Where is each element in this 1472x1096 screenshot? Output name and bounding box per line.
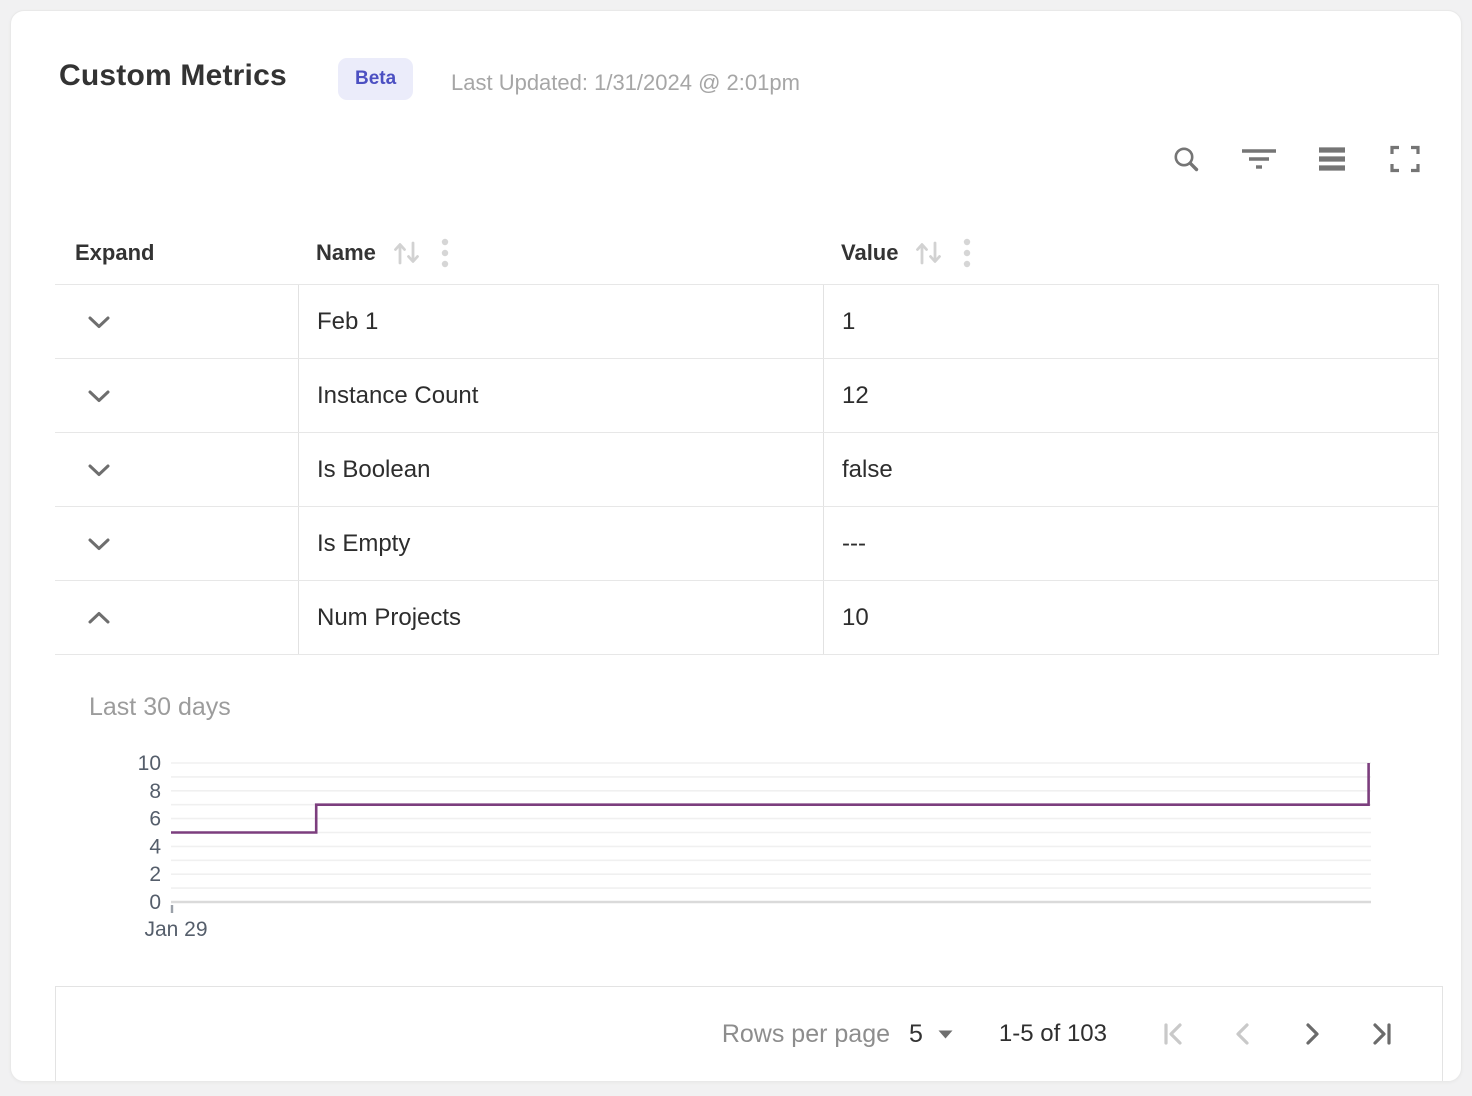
table-toolbar (1169, 142, 1422, 176)
metrics-table: Expand Name Value (55, 221, 1439, 655)
name-cell: Is Empty (298, 507, 823, 580)
table-row[interactable]: Num Projects 10 (55, 581, 1439, 655)
page-title: Custom Metrics (59, 59, 287, 92)
chevron-down-icon[interactable] (86, 383, 112, 409)
table-row[interactable]: Feb 1 1 (55, 285, 1439, 359)
column-header-value-label: Value (841, 239, 899, 265)
step-line-chart: 0 2 4 6 8 10 Jan 29 (138, 752, 1371, 941)
metric-value: 12 (842, 381, 869, 409)
metric-value: 10 (842, 603, 869, 631)
metric-sparkline-chart: 0 2 4 6 8 10 Jan 29 (123, 751, 1383, 946)
beta-badge: Beta (338, 58, 414, 100)
metric-value: --- (842, 529, 866, 557)
table-body: Feb 1 1 Instance Count 12 (55, 284, 1439, 655)
metric-name: Is Boolean (317, 455, 431, 483)
expand-cell (55, 285, 298, 358)
svg-text:4: 4 (149, 835, 161, 858)
value-cell: 1 (823, 285, 1439, 358)
column-header-name[interactable]: Name (298, 237, 823, 269)
rows-per-page-label: Rows per page (721, 1019, 890, 1048)
chevron-down-icon[interactable] (86, 309, 112, 335)
table-row[interactable]: Is Empty --- (55, 507, 1439, 581)
metric-name: Instance Count (317, 381, 479, 409)
custom-metrics-card: Custom Metrics Beta Last Updated: 1/31/2… (10, 10, 1462, 1082)
column-menu-icon[interactable] (440, 237, 450, 269)
next-page-icon[interactable] (1297, 1019, 1327, 1049)
svg-text:2: 2 (149, 863, 161, 886)
chart-title: Last 30 days (89, 693, 231, 721)
expand-cell (55, 433, 298, 506)
table-header-row: Expand Name Value (55, 221, 1439, 284)
pagination-footer: Rows per page 5 1-5 of 103 (55, 986, 1443, 1081)
svg-text:8: 8 (149, 780, 161, 803)
filter-icon[interactable] (1242, 142, 1276, 176)
pager-controls (1159, 1019, 1396, 1049)
metric-name: Is Empty (317, 529, 411, 557)
table-row[interactable]: Instance Count 12 (55, 359, 1439, 433)
chevron-down-icon[interactable] (86, 457, 112, 483)
value-cell: 12 (823, 359, 1439, 432)
last-page-icon[interactable] (1366, 1019, 1396, 1049)
previous-page-icon[interactable] (1228, 1019, 1258, 1049)
sort-icon[interactable] (913, 239, 945, 267)
metric-value: 1 (842, 307, 856, 335)
svg-text:6: 6 (149, 808, 161, 831)
rows-per-page-value: 5 (909, 1019, 923, 1048)
fullscreen-icon[interactable] (1388, 142, 1422, 176)
metric-value: false (842, 455, 893, 483)
search-icon[interactable] (1169, 142, 1203, 176)
chevron-down-icon[interactable] (86, 531, 112, 557)
caret-down-icon (938, 1030, 953, 1038)
name-cell: Instance Count (298, 359, 823, 432)
metric-name: Feb 1 (317, 307, 379, 335)
value-cell: 10 (823, 581, 1439, 654)
page-range-label: 1-5 of 103 (998, 1020, 1107, 1047)
sort-icon[interactable] (391, 239, 423, 267)
density-icon[interactable] (1315, 142, 1349, 176)
chevron-up-icon[interactable] (86, 605, 112, 631)
column-header-name-label: Name (316, 239, 376, 265)
table-row[interactable]: Is Boolean false (55, 433, 1439, 507)
value-cell: --- (823, 507, 1439, 580)
column-header-expand-label: Expand (75, 239, 155, 265)
column-menu-icon[interactable] (962, 237, 972, 269)
expand-cell (55, 359, 298, 432)
value-cell: false (823, 433, 1439, 506)
expand-cell (55, 507, 298, 580)
column-header-expand: Expand (55, 240, 298, 266)
first-page-icon[interactable] (1159, 1019, 1189, 1049)
expand-cell (55, 581, 298, 654)
svg-text:0: 0 (149, 891, 161, 914)
svg-text:Jan 29: Jan 29 (144, 918, 207, 941)
column-header-value[interactable]: Value (823, 237, 1439, 269)
metric-name: Num Projects (317, 603, 462, 631)
rows-per-page-select[interactable]: 5 (909, 1020, 953, 1049)
last-updated-text: Last Updated: 1/31/2024 @ 2:01pm (451, 70, 800, 95)
name-cell: Num Projects (298, 581, 823, 654)
name-cell: Is Boolean (298, 433, 823, 506)
svg-text:10: 10 (138, 752, 161, 775)
name-cell: Feb 1 (298, 285, 823, 358)
